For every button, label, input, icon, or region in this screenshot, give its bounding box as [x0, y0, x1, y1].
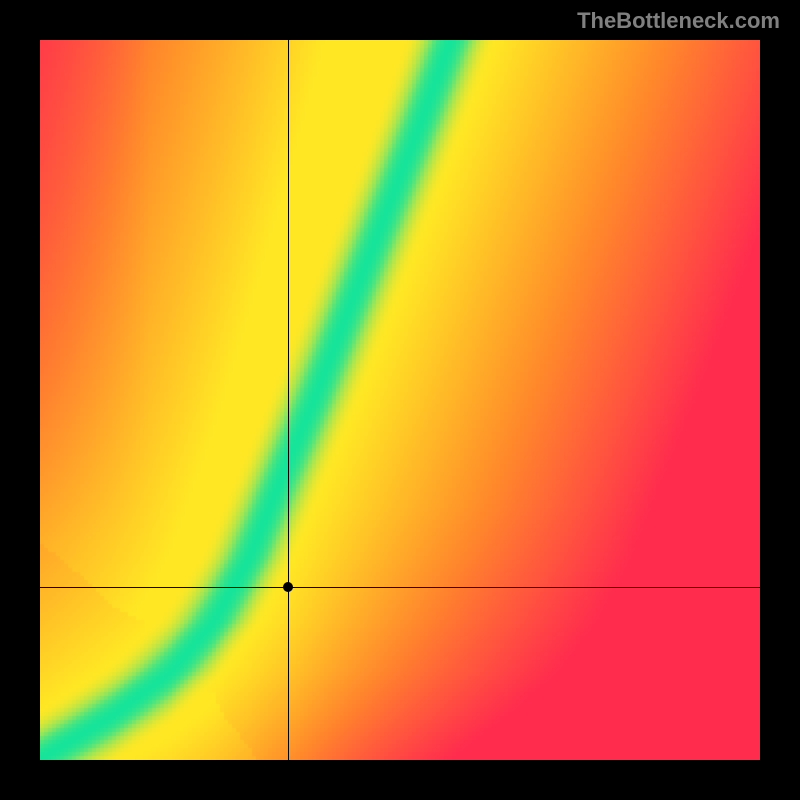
crosshair-horizontal — [40, 587, 760, 588]
crosshair-vertical — [288, 40, 289, 760]
heatmap-plot-area — [40, 40, 760, 760]
heatmap-canvas — [40, 40, 760, 760]
watermark-text: TheBottleneck.com — [577, 8, 780, 34]
current-point-marker — [283, 582, 293, 592]
